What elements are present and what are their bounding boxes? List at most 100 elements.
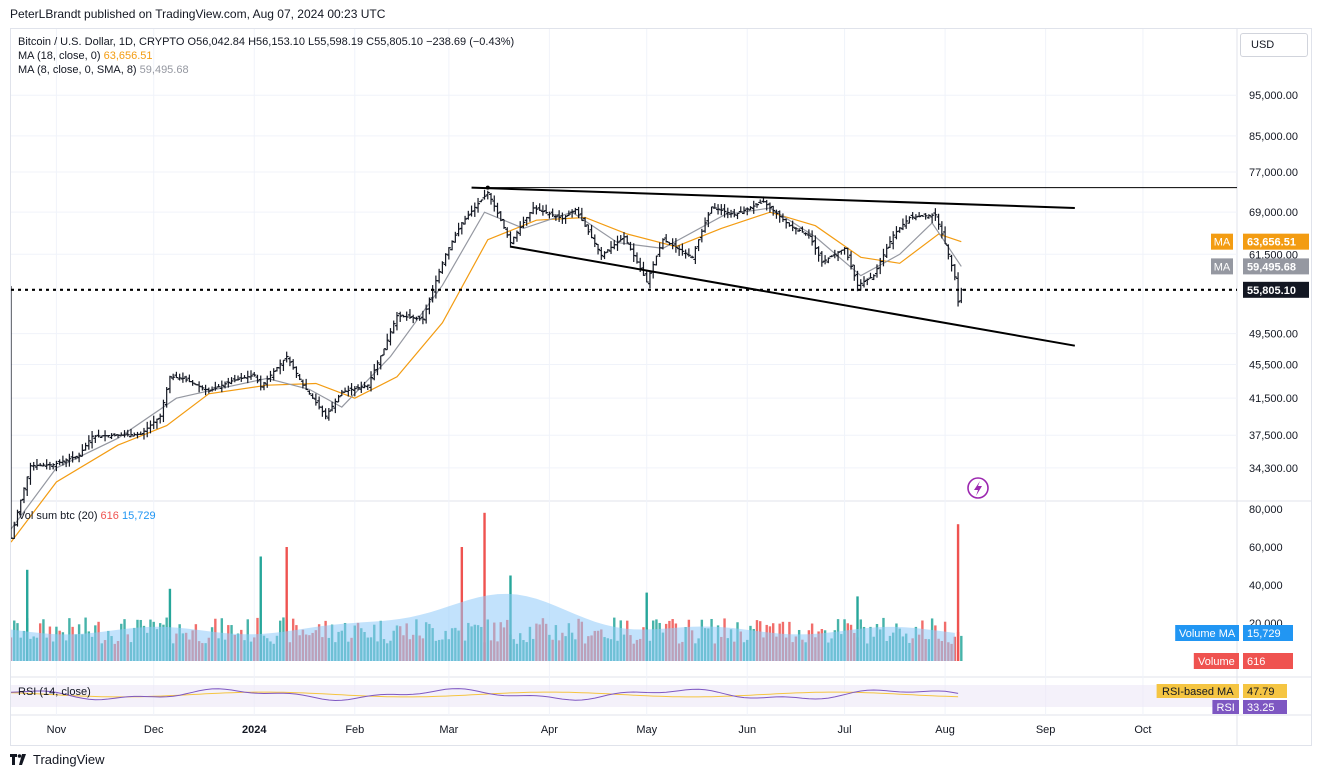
ohlc-bar [437, 268, 442, 284]
ohlc-bar [255, 374, 260, 384]
ohlc-bar [398, 311, 403, 322]
time-axis-label: Feb [345, 724, 364, 736]
volume-legend: Vol sum btc (20) 616 15,729 [18, 509, 156, 523]
price-axis-label: 77,000.00 [1249, 167, 1298, 179]
ohlc-bar [518, 221, 523, 236]
ohlc-bar [417, 315, 422, 321]
ohlc-bar [336, 394, 341, 403]
footer-brand[interactable]: TradingView [10, 752, 105, 767]
ohlc-bar [823, 255, 828, 265]
ohlc-bar [557, 210, 562, 222]
ohlc-bar [745, 207, 750, 216]
symbol-label[interactable]: Bitcoin / U.S. Dollar, 1D, CRYPTO [18, 36, 185, 48]
ohlc-bar [463, 215, 468, 225]
ohlc-bar [190, 379, 195, 386]
price-axis-label: 49,500.00 [1249, 329, 1298, 341]
ohlc-bar [810, 230, 815, 246]
price-tag-label: MA [1214, 237, 1231, 249]
volume-tag-value: 616 [1247, 656, 1265, 668]
price-axis-label: 34,300.00 [1249, 463, 1298, 475]
chart-svg[interactable]: 95,000.00 85,000.00 77,000.00 69,000.00 61,5… [11, 29, 1311, 745]
currency-selector[interactable]: USD [1240, 33, 1308, 57]
chart-frame[interactable]: 95,000.00 85,000.00 77,000.00 69,000.00 61,5… [10, 28, 1312, 746]
ohlc-bar [910, 212, 915, 220]
ohlc-bar [709, 206, 714, 214]
rsi-label[interactable]: RSI (14, close) [18, 686, 91, 698]
volume-bar [953, 636, 957, 661]
ohlc-bar [703, 217, 708, 233]
ohlc-bar [943, 226, 948, 245]
ohlc-bar [904, 215, 909, 229]
ohlc-bar [323, 408, 328, 420]
volume-label[interactable]: Vol sum btc (20) [18, 510, 98, 522]
ohlc-bar [771, 205, 776, 216]
ohlc-bar [803, 232, 808, 236]
grid [11, 29, 1311, 745]
ohlc-bar [297, 373, 302, 381]
ohlc-bar [15, 509, 20, 527]
ohlc-bar [592, 234, 597, 248]
ohlc-bar [424, 304, 429, 324]
ohlc-bar [359, 381, 364, 393]
time-axis-label: Aug [935, 724, 955, 736]
ohlc-bar [443, 253, 448, 267]
price-axis-label: 37,500.00 [1249, 430, 1298, 442]
ma18-label[interactable]: MA (18, close, 0) [18, 50, 101, 62]
ohlc-bar [177, 373, 182, 381]
ohlc-bar [495, 202, 500, 218]
ohlc-bar [498, 211, 503, 222]
time-axis-label: Jul [838, 724, 852, 736]
ohlc-bar [249, 370, 254, 380]
rsi-legend: RSI (14, close) [18, 685, 91, 699]
ohlc-bar [758, 199, 763, 204]
price-axis-label: 45,500.00 [1249, 359, 1298, 371]
price-axis-label: 69,000.00 [1249, 207, 1298, 219]
ohlc-bar [375, 360, 380, 376]
ohlc-bar [514, 230, 519, 242]
rsi-tag: RSI-based MA 47.79 [1156, 684, 1287, 698]
rsi-ma-line [11, 691, 959, 698]
ohlc-bar [174, 371, 179, 379]
ohlc-bar [369, 371, 374, 392]
ohlc-bar [563, 215, 568, 224]
ohlc-bar [472, 202, 477, 217]
ohlc-bar [154, 418, 159, 429]
ohlc-bar [644, 269, 649, 283]
ohlc-bar [482, 189, 487, 200]
time-axis-label: Dec [144, 724, 164, 736]
volume-tag: Volume 616 [1193, 653, 1293, 669]
ohlc-bar [926, 214, 931, 219]
ohlc-bar [427, 297, 432, 315]
ohlc-bar [284, 351, 289, 363]
ma8-value: 59,495.68 [139, 64, 189, 76]
ohlc-values: O56,042.84 H56,153.10 L55,598.19 C55,805… [187, 36, 424, 48]
rsi-band [11, 685, 1237, 707]
volume-bar [483, 512, 486, 661]
ohlc-bar [271, 368, 276, 381]
ohlc-bar [278, 359, 283, 375]
ohlc-bar [865, 278, 870, 286]
ohlc-bar [583, 217, 588, 227]
ohlc-bar [829, 255, 834, 258]
ohlc-bar [83, 442, 88, 451]
ohlc-bar [936, 213, 941, 230]
ohlc-bar [852, 264, 857, 281]
ohlc-bar [440, 261, 445, 274]
rsi-tag-label: RSI [1217, 702, 1235, 714]
volume-bar [960, 635, 963, 661]
ohlc-bar [544, 204, 549, 214]
ohlc-bar [349, 383, 354, 396]
ohlc-bar [641, 261, 646, 276]
ohlc-bar [647, 271, 652, 289]
ohlc-bar [346, 385, 351, 397]
ma18-value: 63,656.51 [103, 50, 153, 62]
ohlc-bar [566, 210, 571, 217]
ohlc-bar [96, 429, 101, 438]
ohlc-bar [167, 375, 172, 394]
ohlc-bar [203, 384, 208, 396]
ohlc-bar [816, 246, 821, 262]
ohlc-bar [54, 460, 59, 472]
ma8-label[interactable]: MA (8, close, 0, SMA, 8) [18, 64, 137, 76]
ohlc-bar [832, 249, 837, 259]
ohlc-bar [459, 221, 464, 235]
